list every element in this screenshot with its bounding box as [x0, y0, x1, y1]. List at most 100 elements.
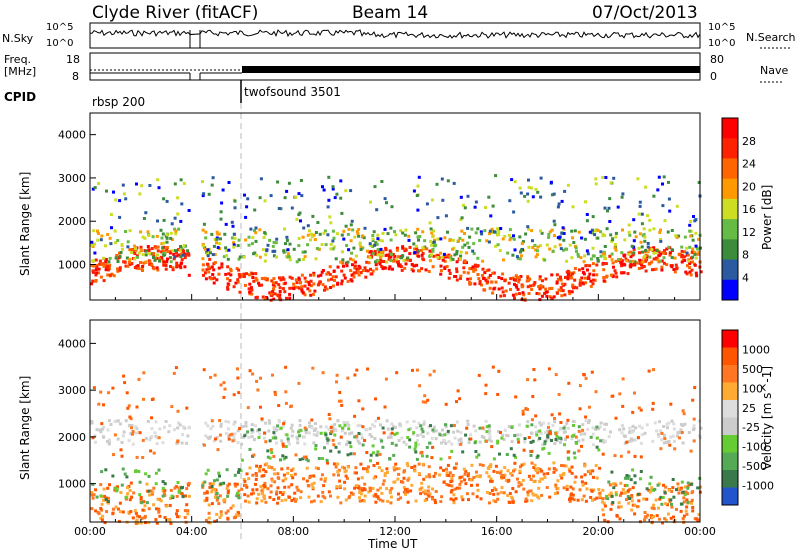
power-cell-weak [513, 180, 517, 184]
power-cell-mid [381, 254, 384, 258]
velocity-cell-negative [532, 474, 535, 478]
velocity-cell-scatter [378, 452, 382, 456]
velocity-cell-negative [590, 489, 594, 493]
power-cell-mid [620, 251, 624, 255]
power-cell-mid [141, 253, 145, 257]
power-cell-weak [173, 255, 177, 259]
velocity-cell-negative [667, 512, 670, 516]
power-cell-mid [611, 238, 615, 242]
velocity-cell-negative [524, 497, 528, 501]
velocity-cell-negative [447, 483, 451, 487]
power-cell-mid [329, 242, 333, 246]
velocity-cell-scatter [651, 407, 655, 411]
velocity-cell-negative [128, 489, 132, 492]
velocity-cell-negative [260, 499, 264, 503]
velocity-cell-negative [409, 489, 413, 493]
velocity-cell-grey [250, 431, 254, 435]
velocity-cell-positive [243, 434, 247, 438]
velocity-cell-negative [394, 462, 398, 466]
velocity-cell-scatter [252, 453, 256, 457]
power-cell-mid [641, 234, 645, 238]
power-cell-weak [302, 226, 306, 230]
power-cell-mid [674, 234, 678, 238]
velocity-cell-grey [333, 423, 337, 427]
velocity-cell-positive [572, 434, 576, 438]
velocity-cell-grey [631, 424, 635, 428]
power-cell-strong [544, 290, 548, 294]
velocity-cell-grey [587, 419, 591, 423]
velocity-cell-positive [179, 486, 183, 490]
velocity-cell-grey [639, 441, 643, 445]
velocity-cell-grey [480, 435, 484, 438]
power-cell-strong [400, 268, 404, 272]
power-cell-mid [315, 247, 319, 250]
power-colorbar-frame [721, 117, 739, 301]
power-cell-mid [481, 259, 485, 263]
velocity-cell-negative [567, 467, 571, 471]
velocity-cell-negative [157, 510, 161, 514]
velocity-cell-negative [258, 464, 262, 468]
velocity-cell-grey [180, 441, 184, 445]
velocity-cell-positive [487, 424, 491, 428]
velocity-cell-grey [240, 442, 244, 446]
velocity-cell-negative [260, 492, 264, 496]
velocity-cell-negative [99, 516, 103, 520]
velocity-cell-grey [629, 439, 633, 443]
velocity-cell-negative [339, 501, 343, 505]
velocity-cell-negative [111, 507, 115, 511]
power-cell-strong [591, 282, 595, 286]
velocity-cell-scatter [131, 432, 134, 436]
velocity-cell-negative [302, 477, 305, 481]
power-cell-strong [572, 286, 575, 290]
power-cell-mid [288, 242, 292, 246]
power-cell-strong [106, 273, 110, 277]
velocity-cell-negative [442, 480, 446, 484]
velocity-cell-positive [215, 478, 219, 482]
velocity-cell-grey [536, 438, 540, 442]
velocity-cell-positive [428, 441, 432, 445]
power-cell-weak [452, 181, 456, 185]
power-cell-strong [491, 271, 495, 275]
power-cell-strong [297, 277, 301, 281]
power-cell-strong [245, 272, 248, 276]
velocity-cell-negative [348, 494, 352, 498]
velocity-cell-scatter [328, 417, 332, 421]
power-cell-mid [230, 236, 234, 240]
velocity-cell-negative [229, 506, 233, 510]
x-tick-label: 12:00 [379, 525, 411, 538]
power-cell-strong [439, 269, 443, 273]
velocity-cell-grey [154, 420, 158, 424]
velocity-cell-grey [645, 423, 649, 427]
velocity-cell-negative [642, 497, 646, 501]
velocity-cell-grey [416, 434, 420, 437]
velocity-cell-negative [417, 462, 421, 466]
power-cell-strong [102, 279, 106, 283]
velocity-cell-grey [622, 427, 626, 431]
velocity-cell-positive [636, 492, 640, 496]
velocity-cell-negative [522, 487, 526, 491]
velocity-cell-positive [554, 438, 558, 441]
velocity-cell-positive [690, 482, 694, 486]
velocity-cell-grey [379, 437, 383, 441]
power-cell-strong [392, 259, 395, 263]
power-cell-strong [234, 281, 238, 285]
power-cell-mid [314, 231, 318, 234]
power-cell-mid [357, 228, 361, 231]
velocity-cell-negative [106, 486, 110, 490]
power-cell-weak [321, 185, 324, 189]
power-cell-mid [548, 230, 552, 234]
velocity-cell-scatter [673, 447, 677, 451]
power-cell-mid [659, 237, 662, 241]
velocity-cell-negative [669, 516, 673, 520]
power-cell-mid [252, 252, 256, 256]
power-cell-weak [118, 215, 122, 219]
power-cell-mid [589, 257, 593, 261]
power-cell-mid [203, 246, 207, 250]
velocity-cell-negative [273, 472, 276, 476]
power-cell-strong [137, 267, 141, 270]
velocity-cell-negative [547, 467, 551, 471]
power-cell-weak [342, 237, 346, 241]
power-cell-mid [643, 254, 647, 258]
velocity-cell-scatter [131, 430, 135, 434]
power-cell-strong [405, 258, 409, 262]
